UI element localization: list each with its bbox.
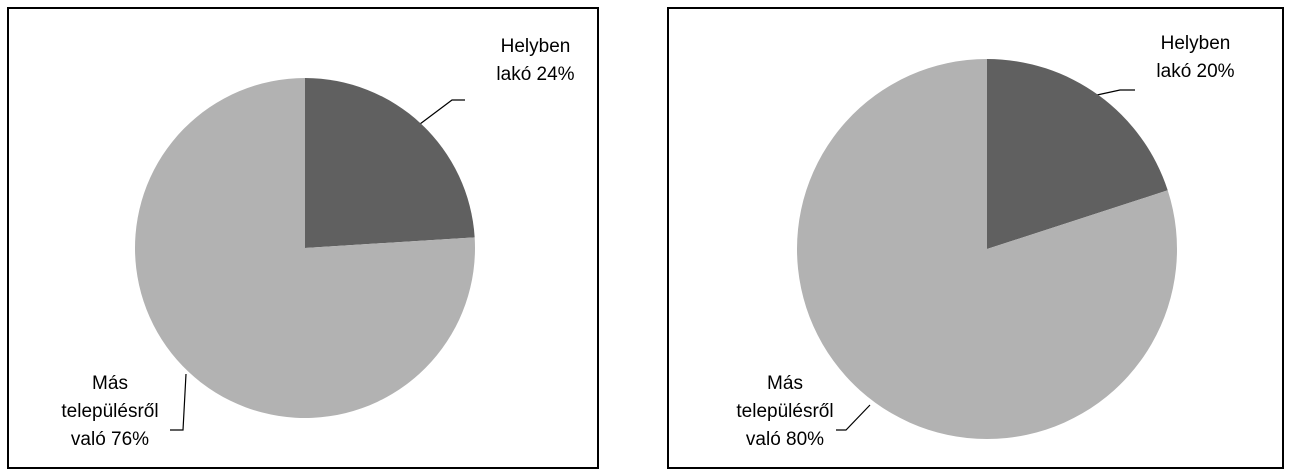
data-label: Más településről való 80% [730, 370, 840, 454]
leader-line [170, 373, 187, 431]
value-label: 80% [786, 429, 825, 450]
category-label: Helyben lakó [496, 36, 571, 85]
data-label: Más településről való 76% [55, 370, 165, 454]
pie-slice [797, 59, 1177, 439]
leader-line [419, 99, 465, 125]
pie-slice [305, 78, 475, 248]
value-label: 24% [536, 64, 575, 85]
category-label: Más településről való [736, 373, 834, 450]
leader-line [836, 404, 871, 431]
pie-slice [135, 78, 475, 418]
value-label: 76% [111, 429, 150, 450]
category-label: Más településről való [61, 373, 159, 450]
pie-slice [987, 59, 1168, 249]
data-label: Helyben lakó 24% [488, 33, 583, 89]
category-label: Helyben lakó [1156, 33, 1231, 82]
leader-line [1096, 89, 1135, 96]
data-label: Helyben lakó 20% [1148, 30, 1243, 86]
value-label: 20% [1196, 61, 1235, 82]
